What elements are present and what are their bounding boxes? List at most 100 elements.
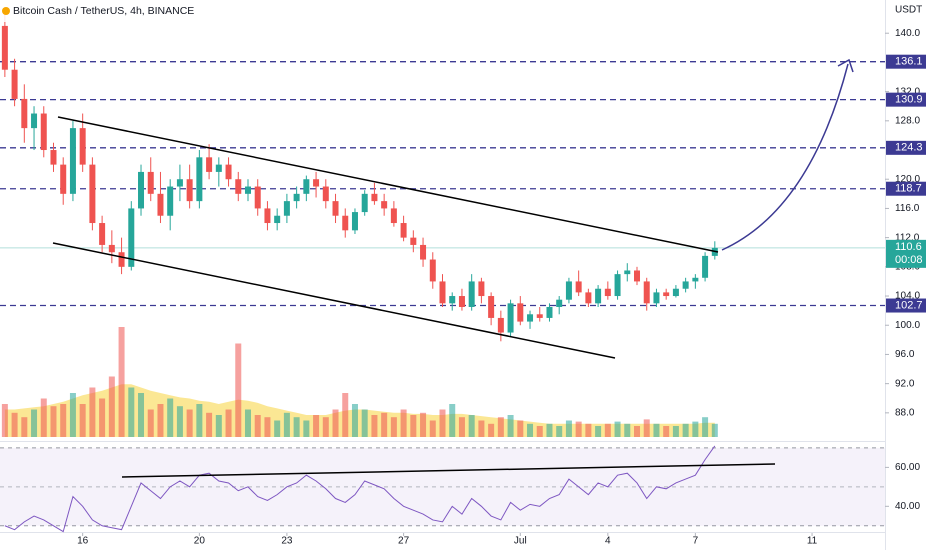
candle-body: [614, 274, 621, 297]
candle-body: [682, 281, 689, 289]
rsi-trendline: [121, 463, 776, 478]
x-tick-label: 11: [807, 536, 818, 547]
x-tick-label: 4: [605, 536, 611, 547]
candle-body: [303, 179, 310, 194]
volume-bar: [478, 420, 485, 437]
volume-bar: [147, 409, 154, 437]
y-tick-label: 128.0: [895, 115, 920, 126]
candle-body: [672, 288, 679, 297]
symbol-logo: [2, 7, 10, 15]
volume-bar: [585, 423, 592, 437]
volume-bar: [429, 420, 436, 437]
level-label: 118.7: [895, 183, 922, 195]
y-tick-label: 96.0: [895, 349, 915, 360]
volume-bar: [157, 404, 164, 437]
candle-body: [50, 150, 57, 165]
volume-bar: [1, 404, 8, 437]
countdown: 00:08: [895, 254, 923, 266]
volume-bar: [517, 420, 524, 437]
candle-body: [449, 296, 456, 304]
candle-body: [507, 303, 514, 333]
x-tick-label: Jul: [514, 536, 527, 547]
volume-layer: [1, 327, 718, 437]
volume-bar: [128, 387, 135, 437]
volume-bar: [410, 415, 417, 437]
rsi-tick-label: 60.00: [895, 462, 920, 473]
candle-body: [400, 223, 407, 238]
candle-body: [390, 208, 397, 224]
candle-body: [497, 317, 504, 333]
candle-body: [702, 255, 709, 278]
candle-body: [546, 306, 553, 318]
level-label: 130.9: [895, 94, 923, 106]
x-tick-label: 27: [398, 536, 410, 547]
candle-body: [653, 292, 660, 304]
candle-body: [128, 208, 135, 267]
volume-bar: [235, 343, 242, 437]
candle-body: [342, 215, 349, 231]
candle-body: [565, 281, 572, 300]
candle-body: [254, 186, 261, 209]
candle-body: [575, 281, 582, 293]
candle-body: [186, 179, 193, 202]
candle-body: [235, 179, 242, 194]
candle-body: [244, 186, 251, 194]
last-price-badge: [886, 239, 926, 268]
volume-bar: [215, 415, 222, 437]
rsi-pane: [0, 445, 885, 533]
rsi-tick-label: 40.00: [895, 501, 920, 512]
candle-body: [176, 179, 183, 187]
candle-body: [381, 201, 388, 209]
candle-body: [624, 270, 631, 275]
candle-body: [322, 186, 329, 202]
candle-body: [556, 299, 563, 307]
volume-bar: [283, 412, 290, 437]
candle-body: [108, 244, 115, 253]
candle-body: [225, 164, 232, 180]
x-tick-label: 20: [194, 536, 206, 547]
candle-body: [663, 292, 670, 297]
candle-body: [643, 281, 650, 304]
volume-bar: [614, 421, 621, 437]
candle-body: [274, 215, 281, 224]
volume-bar: [244, 409, 251, 437]
candle-body: [138, 171, 145, 209]
candle-body: [604, 288, 611, 297]
title-backdrop: [0, 0, 200, 22]
volume-bar: [420, 412, 427, 437]
chart-title: Bitcoin Cash / TetherUS, 4h, BINANCE: [13, 5, 194, 17]
candle-body: [118, 252, 125, 267]
channel-bottom: [52, 242, 616, 359]
volume-bar: [497, 417, 504, 437]
volume-bar: [682, 423, 689, 437]
candle-body: [157, 193, 164, 216]
volume-bar: [556, 426, 563, 437]
volume-bar: [225, 409, 232, 437]
volume-bar: [186, 409, 193, 437]
volume-bar: [60, 404, 67, 437]
candle-body: [167, 186, 174, 216]
volume-bar: [371, 415, 378, 437]
volume-bar: [575, 421, 582, 437]
candle-body: [410, 237, 417, 245]
currency-label: USDT: [895, 5, 922, 16]
volume-bar: [449, 404, 456, 437]
candle-body: [585, 292, 592, 304]
volume-bar: [390, 417, 397, 437]
volume-bar: [439, 409, 446, 437]
volume-bar: [40, 398, 47, 437]
price-axis: 140.0132.0128.0120.0116.0112.0108.0104.0…: [885, 28, 926, 512]
candle-body: [478, 281, 485, 297]
volume-bar: [21, 417, 28, 437]
volume-bar: [381, 412, 388, 437]
arrow-head: [837, 58, 854, 73]
volume-bar: [264, 417, 271, 437]
projection-arrow: [721, 63, 849, 251]
volume-bar: [293, 417, 300, 437]
y-tick-label: 116.0: [895, 203, 920, 214]
volume-bar: [527, 423, 534, 437]
rsi-line: [4, 445, 716, 533]
y-tick-label: 92.0: [895, 378, 915, 389]
candle-body: [147, 171, 154, 194]
